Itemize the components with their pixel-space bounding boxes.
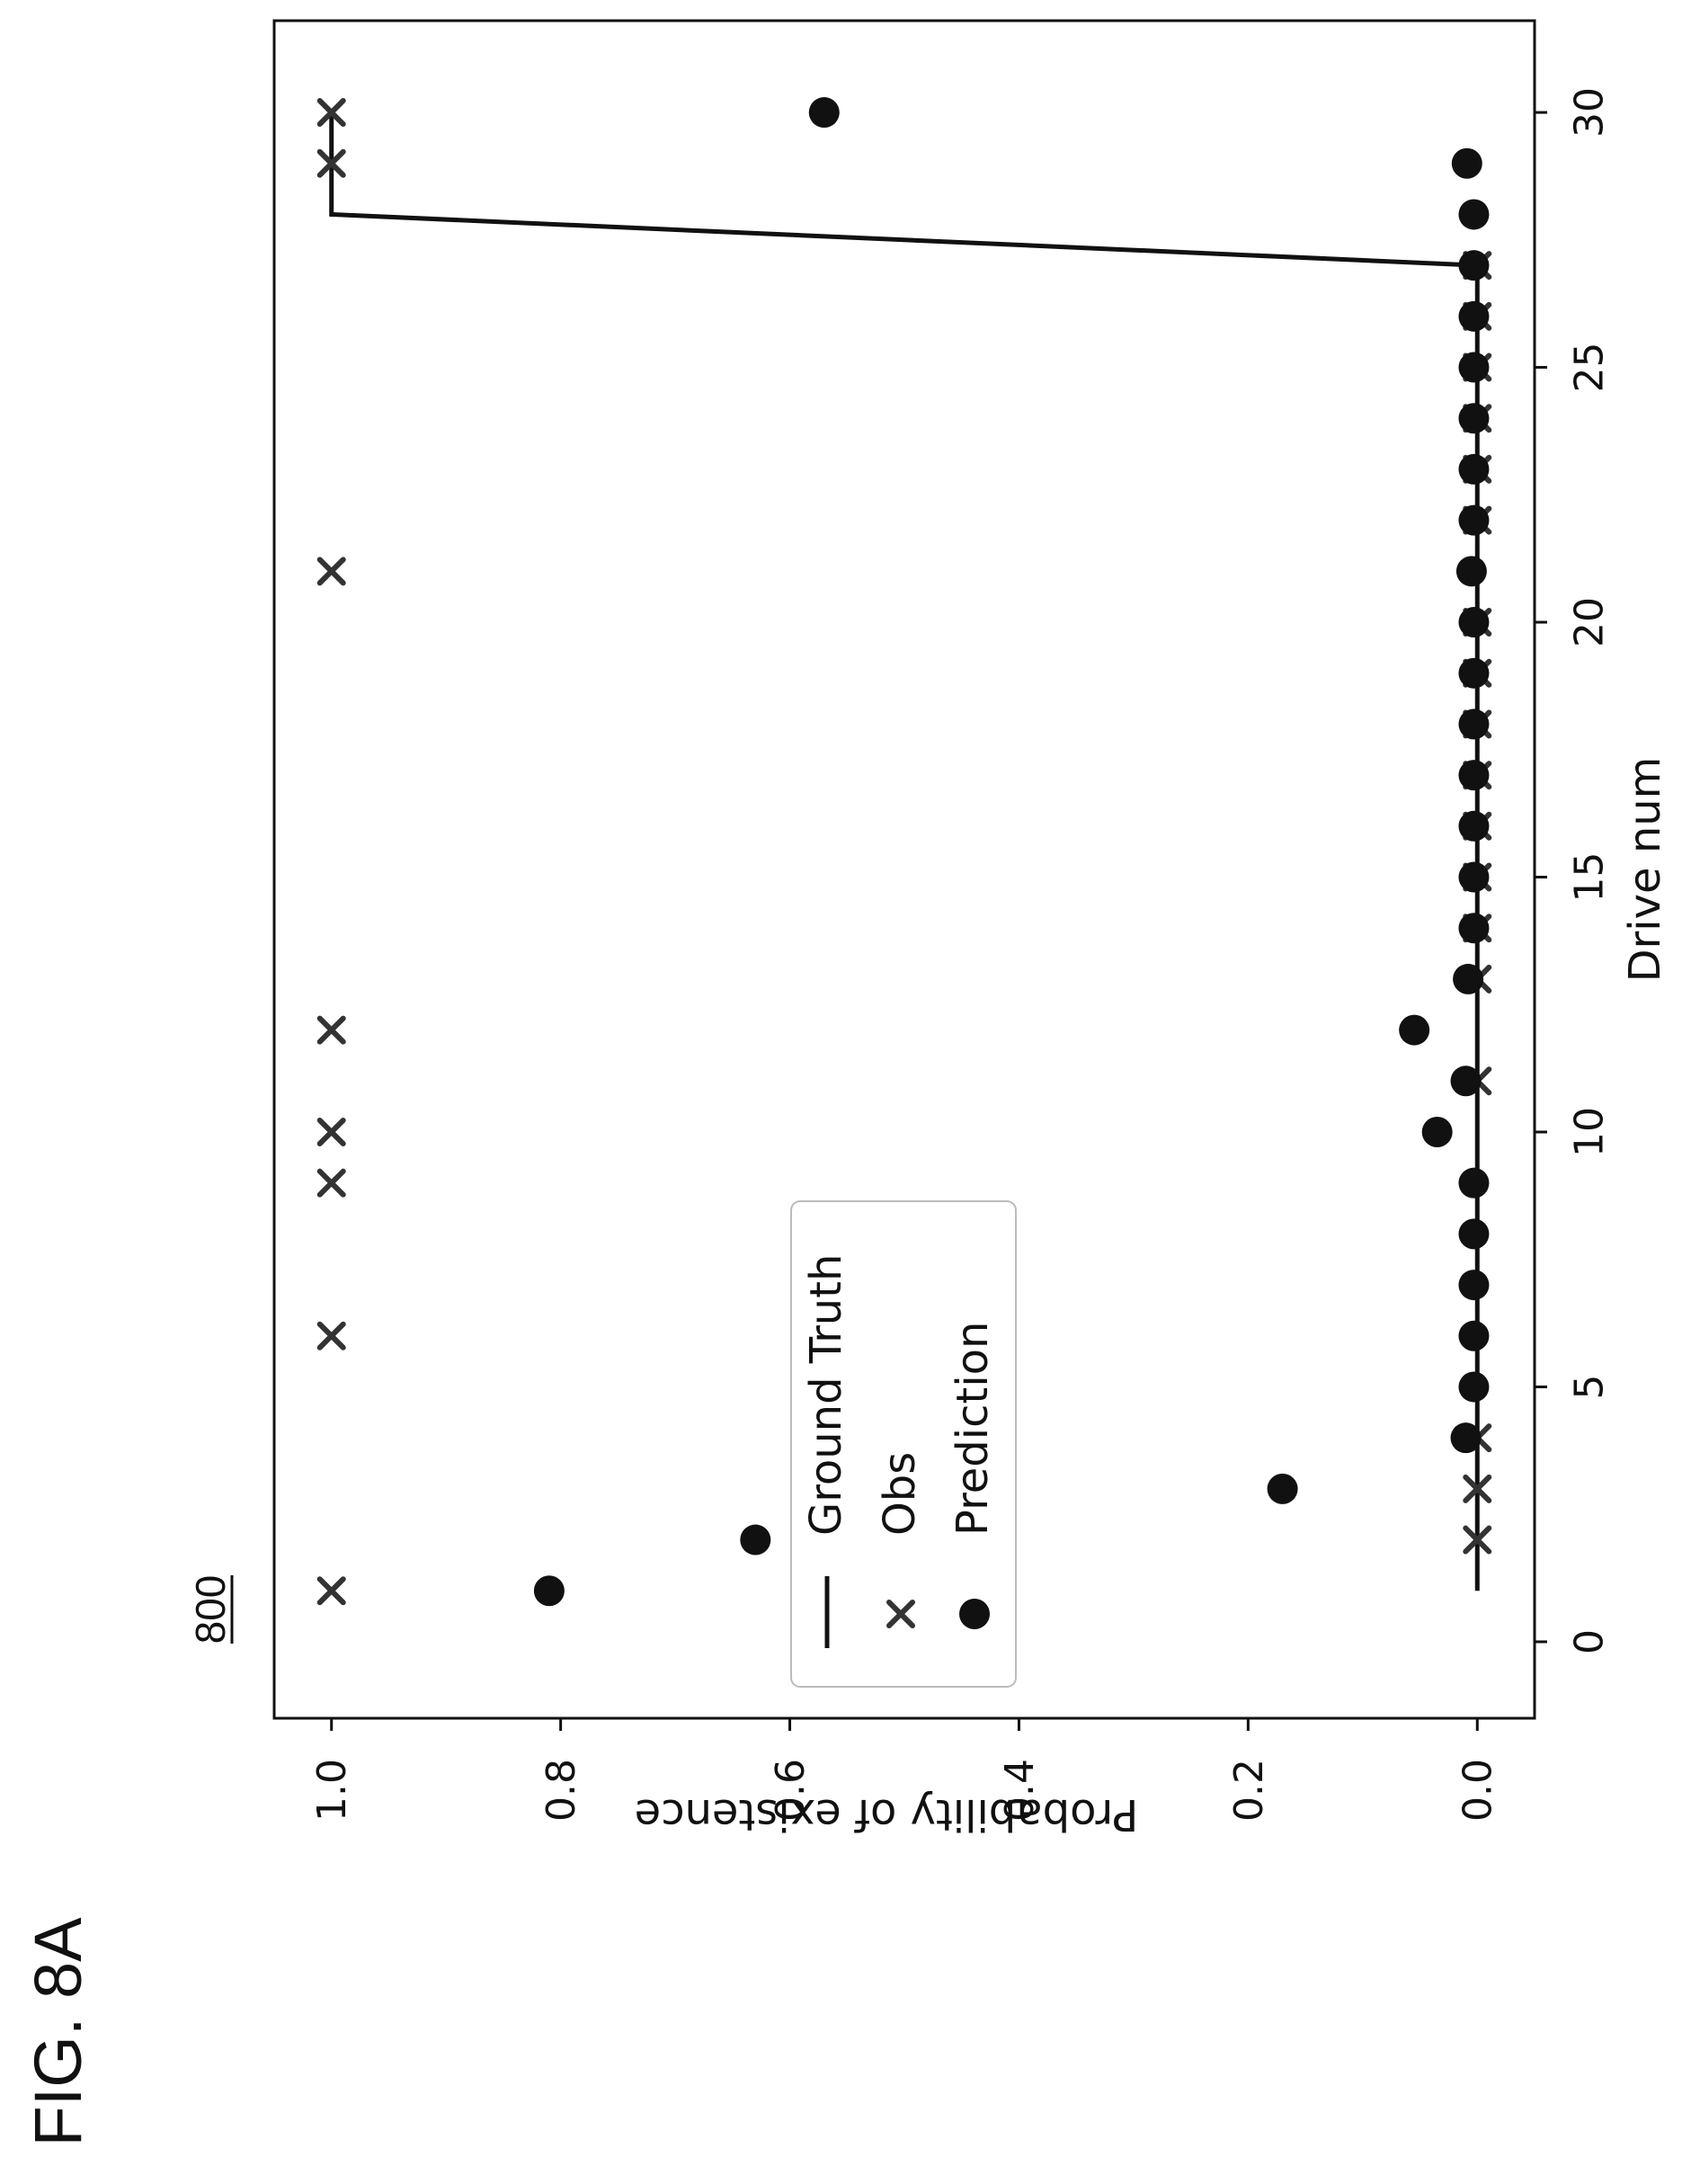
legend: Ground Truth Obs Prediction bbox=[790, 1200, 1017, 1688]
legend-obs-label: Obs bbox=[875, 1452, 925, 1536]
obs-point bbox=[316, 148, 346, 178]
prediction-point bbox=[1458, 810, 1490, 842]
prediction-point bbox=[1399, 1014, 1430, 1046]
obs-point bbox=[1463, 1525, 1492, 1555]
prediction-point bbox=[1455, 556, 1487, 587]
prediction-point bbox=[740, 1524, 771, 1556]
prediction-point bbox=[1458, 1320, 1490, 1351]
legend-prediction-swatch bbox=[959, 1599, 990, 1629]
x-tick-label: 5 bbox=[1566, 1374, 1612, 1399]
prediction-point bbox=[1458, 504, 1490, 536]
y-tick-label: 0.2 bbox=[1226, 1759, 1272, 1822]
legend-box bbox=[790, 1200, 1017, 1688]
y-axis-title: Probability of existence bbox=[635, 1789, 1139, 1840]
prediction-point bbox=[533, 1575, 565, 1607]
prediction-point bbox=[1450, 1065, 1482, 1097]
legend-ground-truth-label: Ground Truth bbox=[801, 1254, 851, 1536]
legend-obs-swatch bbox=[886, 1600, 915, 1628]
obs-point bbox=[316, 1576, 346, 1606]
prediction-point bbox=[808, 97, 840, 129]
x-tick-label: 25 bbox=[1566, 343, 1612, 393]
prediction-point bbox=[1450, 1422, 1482, 1454]
x-axis-title: Drive num bbox=[1620, 757, 1670, 983]
obs-point bbox=[316, 98, 346, 128]
y-axis-ticks: 0.0 0.2 0.4 0.6 0.8 1.0 bbox=[309, 1718, 1501, 1822]
series-layer bbox=[316, 97, 1492, 1607]
x-tick-label: 30 bbox=[1566, 87, 1612, 138]
prediction-point bbox=[1267, 1473, 1298, 1504]
plot-frame bbox=[272, 19, 1536, 1720]
prediction-point bbox=[1458, 199, 1490, 230]
y-tick-label: 0.6 bbox=[768, 1759, 814, 1822]
prediction-point bbox=[1458, 607, 1490, 638]
prediction-point bbox=[1458, 300, 1490, 332]
y-tick-label: 0.0 bbox=[1455, 1759, 1501, 1822]
x-axis-ticks: 0 5 10 15 20 25 30 bbox=[1535, 87, 1612, 1654]
obs-point bbox=[316, 557, 346, 586]
legend-prediction-label: Prediction bbox=[948, 1322, 998, 1536]
y-tick-label: 0.4 bbox=[997, 1759, 1043, 1822]
x-tick-label: 15 bbox=[1566, 852, 1612, 903]
prediction-point bbox=[1458, 403, 1490, 434]
obs-point bbox=[316, 1168, 346, 1198]
y-tick-label: 0.8 bbox=[538, 1759, 584, 1822]
prediction-point bbox=[1421, 1116, 1453, 1147]
prediction-point bbox=[1458, 1218, 1490, 1250]
prediction-point bbox=[1451, 147, 1482, 179]
x-tick-label: 0 bbox=[1566, 1629, 1612, 1654]
obs-point bbox=[316, 1117, 346, 1146]
prediction-point bbox=[1458, 657, 1490, 689]
prediction-point bbox=[1453, 963, 1484, 994]
prediction-point bbox=[1458, 1167, 1490, 1199]
prediction-point bbox=[1458, 913, 1490, 944]
reference-numeral-text: 800 bbox=[187, 1575, 234, 1645]
prediction-point bbox=[1458, 1371, 1490, 1403]
obs-point bbox=[316, 1015, 346, 1045]
prediction-point bbox=[1458, 352, 1490, 383]
prediction-point bbox=[1458, 760, 1490, 791]
prediction-point bbox=[1458, 709, 1490, 740]
y-tick-label: 1.0 bbox=[309, 1759, 355, 1822]
prediction-point bbox=[1458, 453, 1490, 485]
prediction-point bbox=[1458, 861, 1490, 893]
x-tick-label: 20 bbox=[1566, 597, 1612, 647]
figure-label: FIG. 8A bbox=[21, 1917, 95, 2147]
prediction-point bbox=[1458, 1270, 1490, 1301]
obs-point bbox=[1463, 1474, 1492, 1503]
obs-point bbox=[316, 1321, 346, 1351]
reference-numeral: 800 bbox=[187, 1575, 234, 1645]
prediction-point bbox=[1458, 250, 1490, 281]
x-tick-label: 10 bbox=[1566, 1107, 1612, 1157]
